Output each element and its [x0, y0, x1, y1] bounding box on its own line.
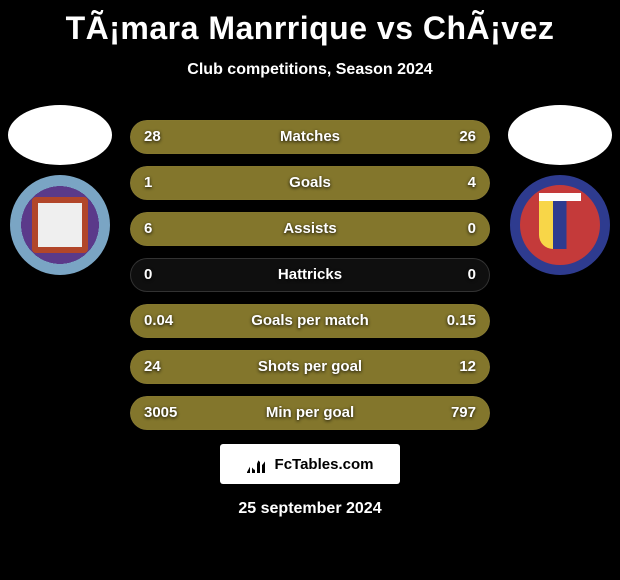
stat-label: Goals: [130, 166, 490, 200]
stat-label: Goals per match: [130, 304, 490, 338]
stat-row: 0.040.15Goals per match: [130, 304, 490, 338]
branding-icon: [247, 455, 269, 473]
branding-text: FcTables.com: [275, 456, 374, 473]
stat-label: Min per goal: [130, 396, 490, 430]
stat-row: 00Hattricks: [130, 258, 490, 292]
stat-row: 3005797Min per goal: [130, 396, 490, 430]
stat-row: 2412Shots per goal: [130, 350, 490, 384]
player-left-badges: [0, 105, 120, 275]
stat-label: Assists: [130, 212, 490, 246]
stat-label: Matches: [130, 120, 490, 154]
stat-row: 60Assists: [130, 212, 490, 246]
stat-label: Hattricks: [130, 258, 490, 292]
stat-row: 14Goals: [130, 166, 490, 200]
footer-date: 25 september 2024: [0, 500, 620, 518]
stat-label: Shots per goal: [130, 350, 490, 384]
comparison-title: TÃ¡mara Manrrique vs ChÃ¡vez: [0, 0, 620, 47]
flag-left: [8, 105, 112, 165]
stat-row: 2826Matches: [130, 120, 490, 154]
comparison-subtitle: Club competitions, Season 2024: [0, 61, 620, 79]
branding-badge: FcTables.com: [220, 444, 400, 484]
player-right-badges: [500, 105, 620, 275]
club-logo-right: [510, 175, 610, 275]
flag-right: [508, 105, 612, 165]
club-logo-left: [10, 175, 110, 275]
stats-container: 2826Matches 14Goals 60Assists 00Hattricks 0.…: [130, 120, 490, 442]
